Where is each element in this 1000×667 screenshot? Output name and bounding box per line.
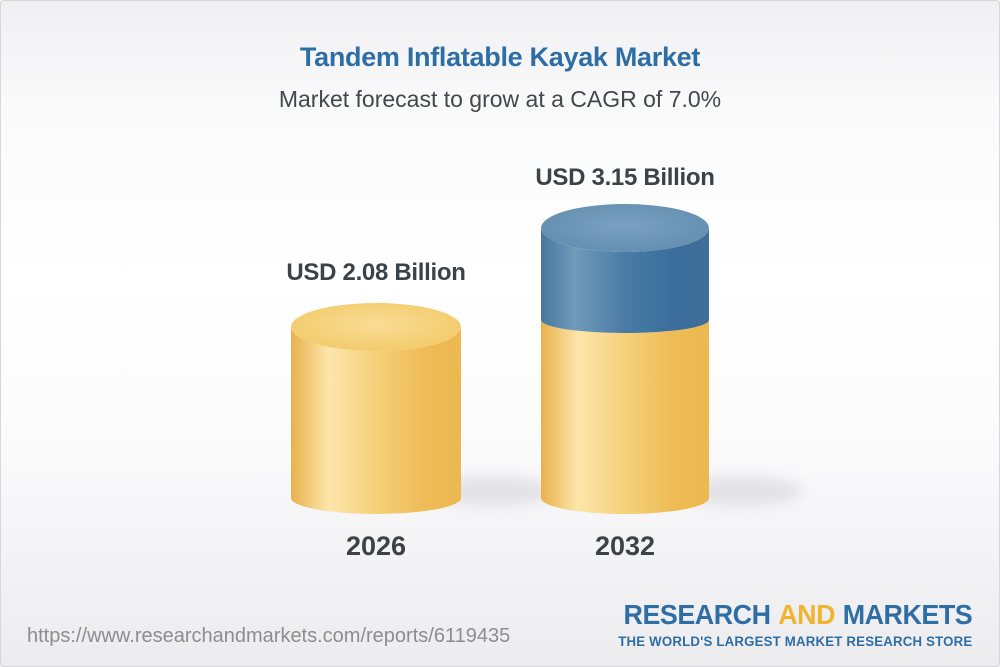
cylinder-2032-growth: [541, 204, 709, 333]
brand-logo-tagline: THE WORLD'S LARGEST MARKET RESEARCH STOR…: [617, 634, 972, 649]
cylinder-2032-base: [541, 320, 709, 514]
logo-word-research: RESEARCH: [623, 599, 771, 630]
brand-logo: RESEARCH AND MARKETS THE WORLD'S LARGEST…: [609, 599, 973, 649]
logo-word-and: AND: [777, 599, 835, 630]
chart-subtitle: Market forecast to grow at a CAGR of 7.0…: [278, 86, 722, 112]
shadow-2032: [679, 476, 803, 506]
brand-logo-wordmark: RESEARCH AND MARKETS: [623, 599, 972, 631]
logo-word-markets: MARKETS: [842, 599, 972, 630]
value-label-2026: USD 2.08 Billion: [286, 259, 466, 286]
value-label-2032: USD 3.15 Billion: [535, 164, 715, 191]
x-axis-label-2032: 2032: [594, 531, 656, 561]
report-url: https://www.researchandmarkets.com/repor…: [27, 625, 511, 647]
shadow-2026: [431, 476, 555, 506]
cylinder-2026: [291, 303, 461, 514]
chart-title: Tandem Inflatable Kayak Market: [299, 42, 701, 72]
x-axis-label-2026: 2026: [345, 531, 407, 561]
